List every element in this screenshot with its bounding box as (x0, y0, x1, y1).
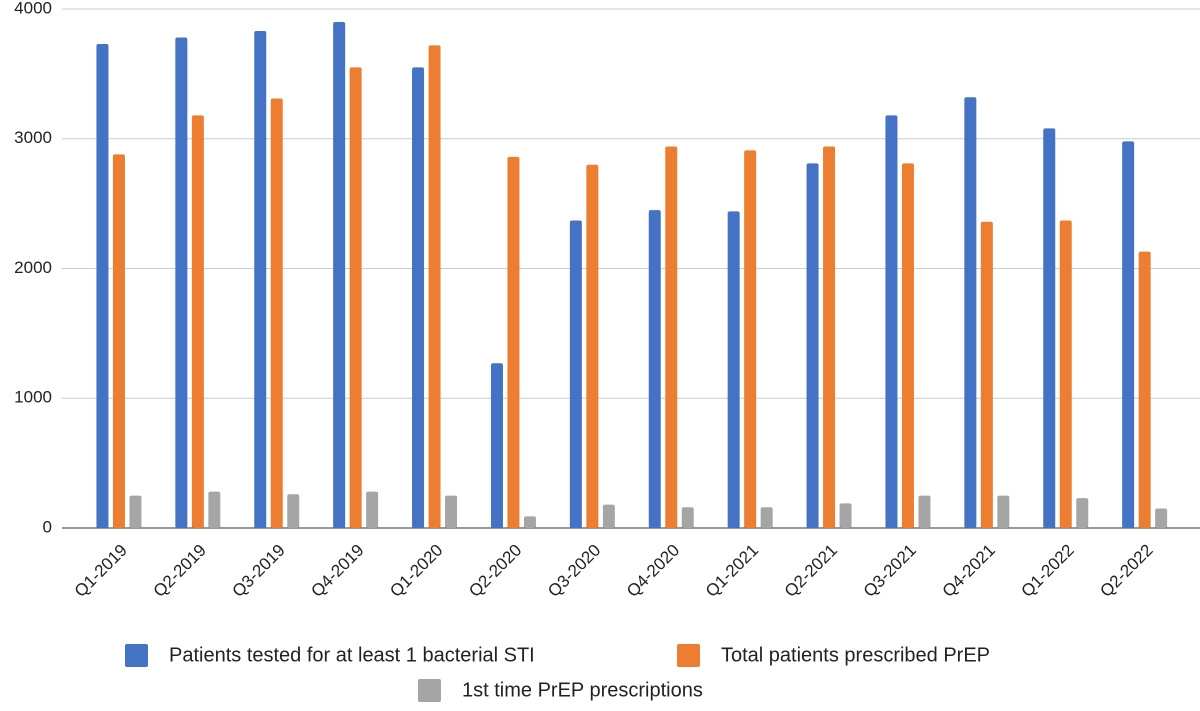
bar (980, 221, 993, 529)
legend-swatch (677, 644, 700, 667)
bar (1076, 498, 1089, 528)
bar (175, 37, 188, 529)
y-tick-label: 0 (43, 517, 52, 536)
x-tick-label: Q3-2019 (229, 541, 289, 601)
bar (366, 491, 379, 528)
bar (129, 495, 142, 528)
bar (523, 516, 536, 528)
bar (96, 44, 109, 528)
bar (918, 495, 931, 528)
x-tick-label: Q4-2021 (939, 541, 999, 601)
bar (208, 491, 221, 528)
bar (744, 150, 757, 529)
y-tick-label: 4000 (14, 0, 52, 17)
legend-swatch (418, 679, 441, 702)
bar (507, 156, 520, 529)
bar (254, 31, 267, 529)
x-tick-label: Q1-2019 (71, 541, 131, 601)
x-tick-label: Q1-2020 (386, 541, 446, 601)
x-tick-label: Q1-2022 (1018, 541, 1078, 601)
bar (586, 164, 599, 528)
bar (1138, 251, 1151, 528)
bar (997, 495, 1010, 528)
bar (1043, 128, 1056, 528)
bar (602, 504, 615, 528)
bar (333, 21, 346, 528)
bar (901, 163, 914, 528)
bar (648, 210, 661, 529)
y-tick-label: 1000 (14, 388, 52, 407)
x-tick-label: Q2-2022 (1096, 541, 1156, 601)
bar (1122, 141, 1135, 528)
bar (112, 154, 125, 528)
legend-label: Total patients prescribed PrEP (721, 644, 990, 666)
bar (760, 507, 773, 528)
legend-swatch (125, 644, 148, 667)
bar (191, 115, 204, 529)
bar (665, 146, 678, 528)
bar (1155, 508, 1168, 528)
x-tick-label: Q3-2020 (544, 541, 604, 601)
bar (839, 503, 852, 528)
bar (490, 363, 503, 528)
bar (964, 97, 977, 528)
x-tick-label: Q4-2020 (623, 541, 683, 601)
legend-label: 1st time PrEP prescriptions (462, 679, 703, 701)
x-tick-label: Q4-2019 (307, 541, 367, 601)
bar (681, 507, 694, 528)
x-tick-label: Q2-2019 (150, 541, 210, 601)
legend-label: Patients tested for at least 1 bacterial… (169, 644, 535, 666)
bar (349, 67, 362, 528)
bar (806, 163, 819, 528)
bar (1059, 220, 1072, 528)
bar (727, 211, 740, 528)
bar (445, 495, 458, 528)
bar (823, 146, 836, 528)
x-tick-label: Q1-2021 (702, 541, 762, 601)
bar (412, 67, 425, 528)
y-tick-label: 2000 (14, 258, 52, 277)
y-tick-label: 3000 (14, 128, 52, 147)
bar (569, 220, 582, 528)
bar (270, 98, 283, 528)
bar (287, 494, 300, 528)
x-tick-label: Q2-2020 (465, 541, 525, 601)
x-tick-label: Q3-2021 (860, 541, 920, 601)
bar (428, 45, 441, 529)
x-tick-label: Q2-2021 (781, 541, 841, 601)
bar (885, 115, 898, 529)
